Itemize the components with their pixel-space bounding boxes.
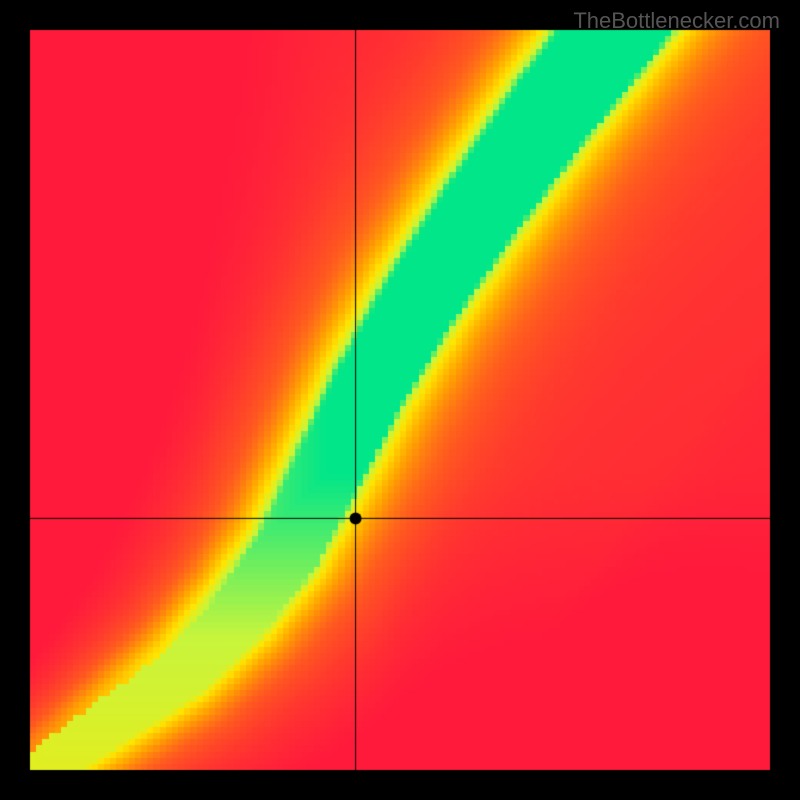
heatmap-canvas <box>0 0 800 800</box>
watermark-text: TheBottlenecker.com <box>573 8 780 34</box>
chart-root: TheBottlenecker.com <box>0 0 800 800</box>
